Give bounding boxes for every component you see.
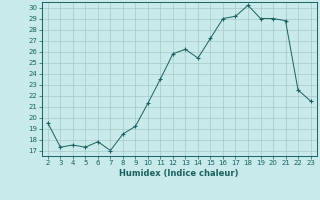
X-axis label: Humidex (Indice chaleur): Humidex (Indice chaleur) [119,169,239,178]
